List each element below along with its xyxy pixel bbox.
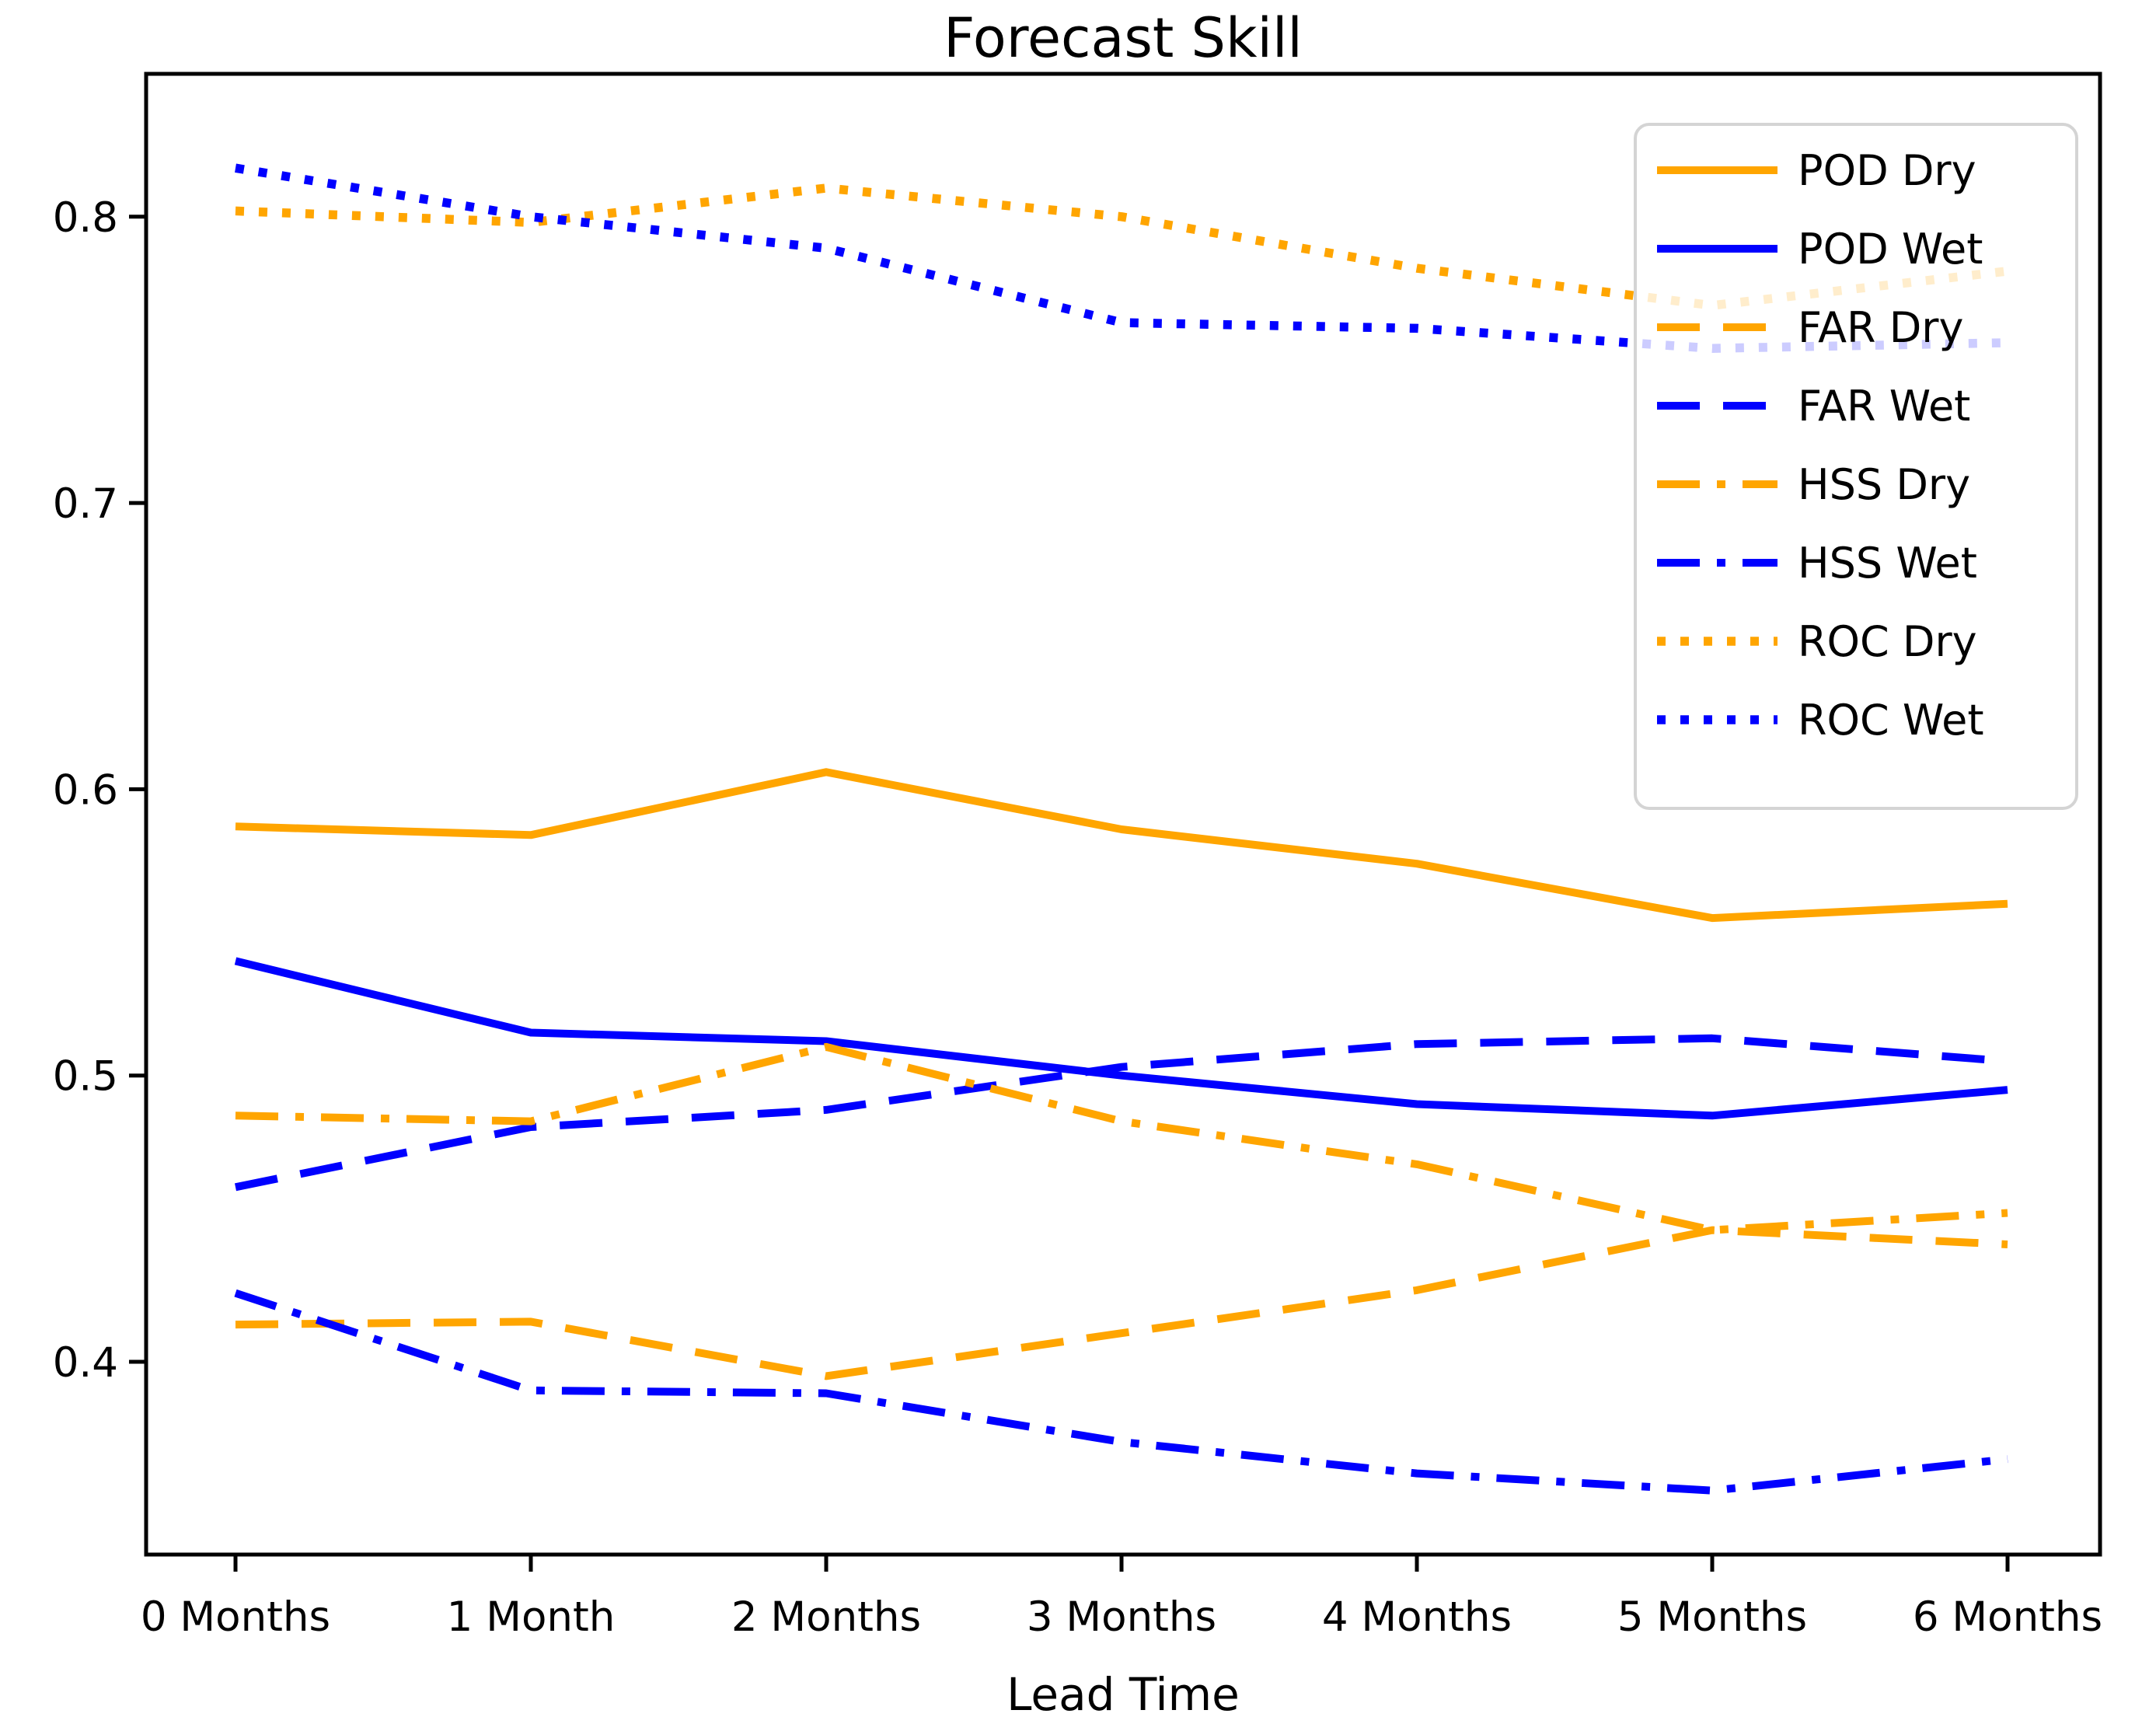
legend-label-roc-wet: ROC Wet — [1798, 696, 1984, 745]
legend-label-roc-dry: ROC Dry — [1798, 617, 1977, 666]
y-tick-label: 0.7 — [53, 480, 118, 528]
legend: POD Dry POD Wet FAR Dry FAR Wet HSS Dry HSS W… — [1634, 123, 2078, 810]
x-tick-label: 6 Months — [1913, 1593, 2102, 1641]
x-tick-label: 0 Months — [141, 1593, 330, 1641]
x-tick-label: 2 Months — [731, 1593, 921, 1641]
y-tick-label: 0.4 — [53, 1339, 118, 1387]
legend-label-hss-dry: HSS Dry — [1798, 460, 1970, 509]
legend-label-far-dry: FAR Dry — [1798, 303, 1963, 352]
y-tick-label: 0.8 — [53, 194, 118, 242]
legend-label-far-wet: FAR Wet — [1798, 382, 1970, 431]
legend-label-pod-wet: POD Wet — [1798, 225, 1983, 274]
legend-box — [1634, 123, 2078, 810]
axes-spines — [144, 72, 2102, 1557]
x-tick-label: 1 Month — [447, 1593, 616, 1641]
series-line-far-dry — [235, 1226, 2008, 1380]
series-line-far-wet — [235, 1034, 2008, 1192]
chart-title: Forecast Skill — [944, 6, 1303, 70]
legend-label-pod-dry: POD Dry — [1798, 146, 1976, 195]
series-line-pod-dry — [235, 768, 2008, 923]
x-tick-label: 4 Months — [1322, 1593, 1512, 1641]
y-tick-label: 0.5 — [53, 1053, 118, 1101]
series-line-pod-wet — [234, 957, 2008, 1120]
x-tick-label: 3 Months — [1027, 1593, 1216, 1641]
series-line-roc-dry — [235, 183, 2008, 310]
x-axis-ticks: 0 Months 1 Month 2 Months 3 Months 4 Months 5… — [141, 1555, 2102, 1641]
legend-label-hss-wet: HSS Wet — [1798, 539, 1977, 588]
y-axis-ticks: 0.4 0.5 0.6 0.7 0.8 — [53, 194, 146, 1387]
series-line-hss-dry — [235, 1042, 2008, 1234]
x-axis-label: Lead Time — [1006, 1668, 1240, 1721]
y-tick-label: 0.6 — [53, 766, 118, 814]
x-tick-label: 5 Months — [1617, 1593, 1807, 1641]
